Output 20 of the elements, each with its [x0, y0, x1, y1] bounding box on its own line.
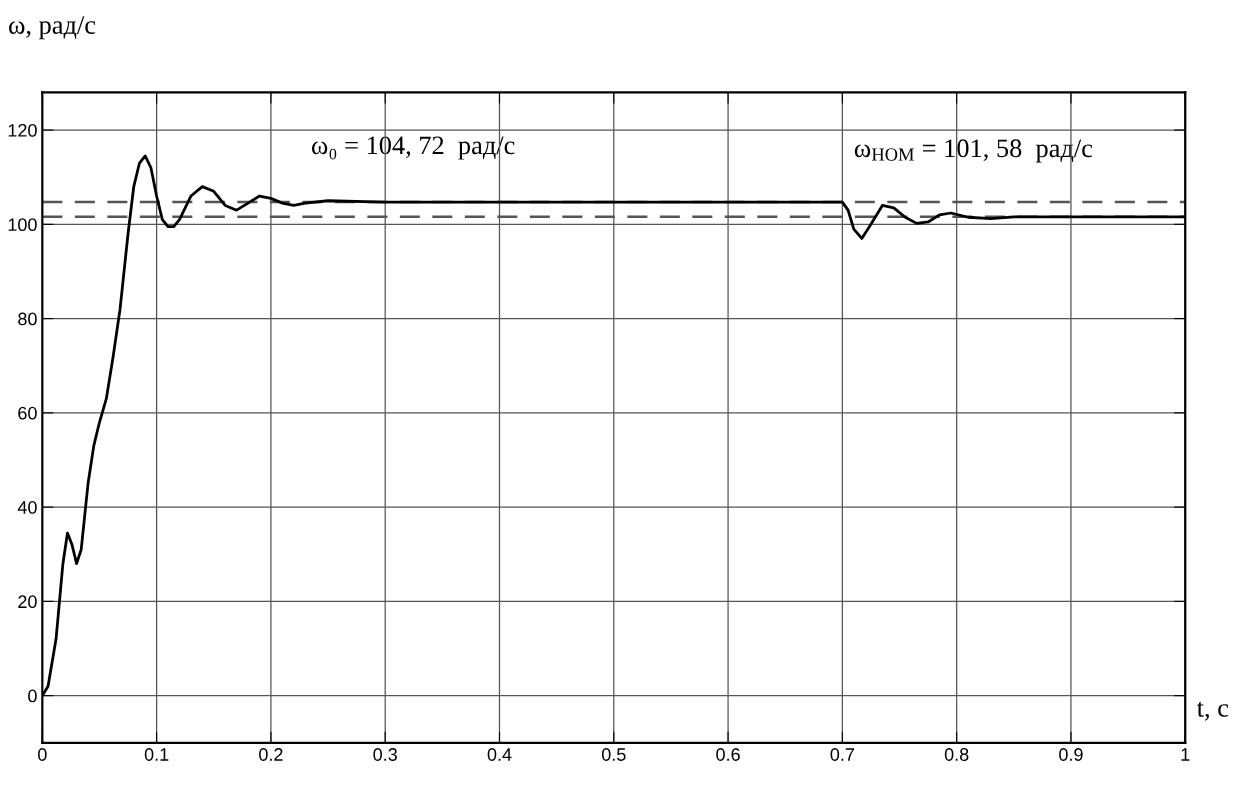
x-tick-label: 1 — [1181, 748, 1190, 761]
y-axis-title: ω, рад/с — [9, 16, 96, 40]
y-tick-label: 100 — [8, 218, 37, 232]
x-tick-label: 0.4 — [487, 748, 512, 761]
y-tick-label: 40 — [17, 501, 37, 514]
x-tick-label: 0.5 — [601, 748, 626, 761]
y-tick-label: 60 — [18, 406, 37, 420]
x-tick-label: 0 — [38, 748, 47, 761]
x-tick-label: 0.3 — [373, 748, 397, 761]
y-tick-label: 20 — [18, 595, 37, 609]
x-tick-label: 0.2 — [259, 748, 283, 761]
y-tick-label: 120 — [8, 123, 37, 137]
x-tick-label: 0.8 — [944, 748, 969, 761]
x-tick-label: 0.9 — [1059, 748, 1083, 761]
x-tick-label: 0.6 — [716, 748, 740, 761]
y-tick-label: 80 — [18, 312, 37, 326]
x-tick-label: 0.1 — [144, 748, 169, 761]
y-tick-label: 0 — [28, 689, 37, 703]
x-tick-label: 0.7 — [830, 748, 855, 761]
x-axis-title: t, с — [1196, 701, 1229, 721]
